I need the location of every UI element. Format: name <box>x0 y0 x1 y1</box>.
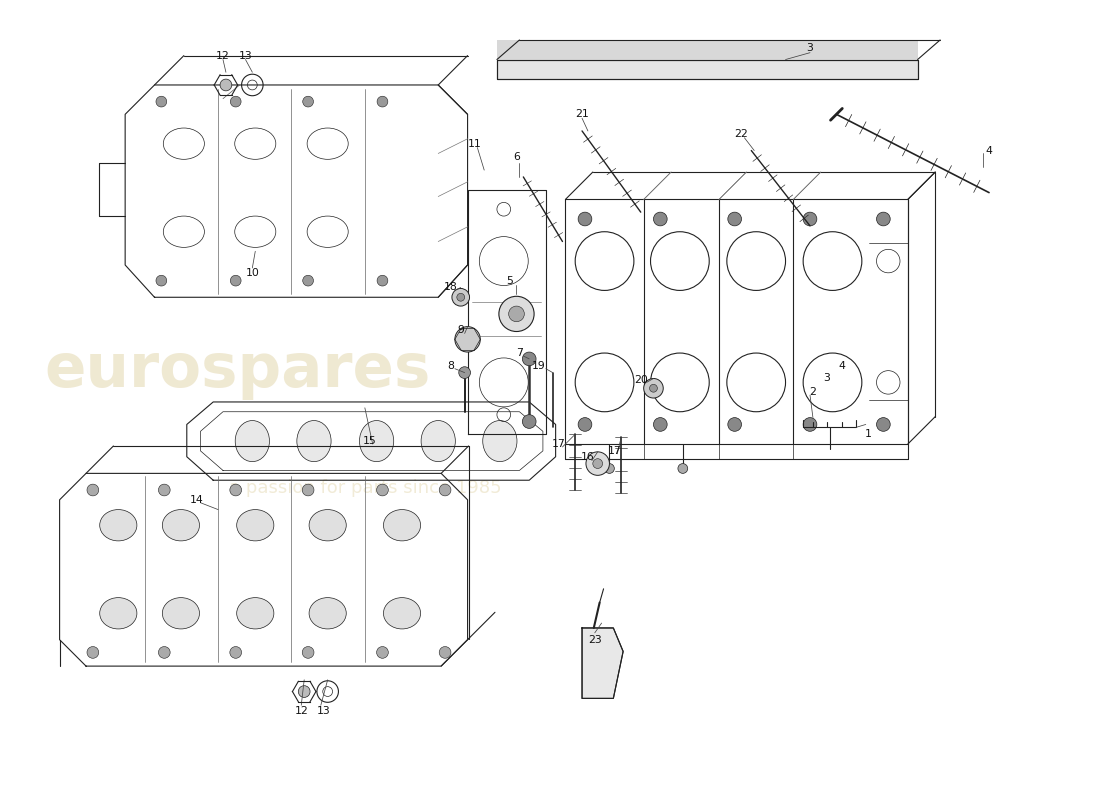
Circle shape <box>302 646 313 658</box>
Ellipse shape <box>309 598 346 629</box>
Circle shape <box>158 646 170 658</box>
Circle shape <box>376 646 388 658</box>
Circle shape <box>376 484 388 496</box>
Text: 13: 13 <box>239 50 252 61</box>
Circle shape <box>302 275 313 286</box>
Circle shape <box>455 326 481 352</box>
Circle shape <box>87 646 99 658</box>
Text: 12: 12 <box>216 50 230 61</box>
Text: 6: 6 <box>513 152 520 162</box>
Text: 7: 7 <box>516 348 522 358</box>
Text: 3: 3 <box>806 42 813 53</box>
Ellipse shape <box>236 598 274 629</box>
Text: 14: 14 <box>189 494 204 505</box>
Circle shape <box>452 289 470 306</box>
Ellipse shape <box>163 510 199 541</box>
Circle shape <box>87 484 99 496</box>
Circle shape <box>377 275 388 286</box>
Text: 19: 19 <box>532 361 546 370</box>
Circle shape <box>377 96 388 107</box>
Text: 11: 11 <box>468 138 482 149</box>
Circle shape <box>728 418 741 431</box>
Circle shape <box>877 212 890 226</box>
Ellipse shape <box>309 510 346 541</box>
Text: 8: 8 <box>448 361 454 370</box>
Text: 4: 4 <box>839 361 846 370</box>
Ellipse shape <box>100 598 136 629</box>
FancyBboxPatch shape <box>497 59 917 79</box>
Circle shape <box>439 646 451 658</box>
Text: 20: 20 <box>634 375 648 386</box>
Text: a passion for parts since 1985: a passion for parts since 1985 <box>229 479 502 497</box>
Circle shape <box>728 212 741 226</box>
Circle shape <box>439 484 451 496</box>
Circle shape <box>653 212 668 226</box>
Text: 17: 17 <box>607 446 621 456</box>
Circle shape <box>579 418 592 431</box>
Circle shape <box>605 463 614 474</box>
Circle shape <box>803 212 817 226</box>
Text: 1: 1 <box>866 430 872 439</box>
Circle shape <box>579 212 592 226</box>
Text: 9: 9 <box>458 325 464 334</box>
Circle shape <box>508 306 525 322</box>
Circle shape <box>230 484 242 496</box>
Text: 21: 21 <box>575 110 589 119</box>
Circle shape <box>230 646 242 658</box>
Ellipse shape <box>384 598 420 629</box>
Circle shape <box>522 352 536 366</box>
Text: 22: 22 <box>735 129 748 139</box>
Text: 17: 17 <box>552 439 565 449</box>
Text: 12: 12 <box>295 706 308 716</box>
Circle shape <box>459 366 471 378</box>
Text: 16: 16 <box>581 452 595 462</box>
Circle shape <box>456 294 464 301</box>
Circle shape <box>230 275 241 286</box>
Circle shape <box>230 96 241 107</box>
Ellipse shape <box>384 510 420 541</box>
Text: 4: 4 <box>986 146 992 155</box>
Text: 3: 3 <box>823 374 830 383</box>
Circle shape <box>220 79 232 91</box>
Ellipse shape <box>100 510 136 541</box>
Polygon shape <box>582 628 623 698</box>
Circle shape <box>877 418 890 431</box>
Circle shape <box>298 686 310 698</box>
Circle shape <box>302 96 313 107</box>
Text: 10: 10 <box>245 268 260 278</box>
Circle shape <box>158 484 170 496</box>
Text: eurospares: eurospares <box>44 341 431 400</box>
Ellipse shape <box>236 510 274 541</box>
Ellipse shape <box>163 598 199 629</box>
Circle shape <box>678 463 688 474</box>
Text: 5: 5 <box>506 276 513 286</box>
Circle shape <box>593 458 603 469</box>
FancyBboxPatch shape <box>497 40 917 59</box>
Ellipse shape <box>235 421 270 462</box>
Circle shape <box>649 384 658 392</box>
Text: 15: 15 <box>363 436 376 446</box>
Ellipse shape <box>297 421 331 462</box>
Text: 13: 13 <box>317 706 331 716</box>
Text: 18: 18 <box>444 282 458 293</box>
Ellipse shape <box>360 421 394 462</box>
Circle shape <box>156 275 167 286</box>
Text: 2: 2 <box>810 387 816 397</box>
Circle shape <box>586 452 609 475</box>
Circle shape <box>522 414 536 428</box>
Circle shape <box>803 418 817 431</box>
Circle shape <box>302 484 313 496</box>
Text: 23: 23 <box>587 634 602 645</box>
Ellipse shape <box>483 421 517 462</box>
Circle shape <box>644 378 663 398</box>
Ellipse shape <box>421 421 455 462</box>
Circle shape <box>499 296 535 331</box>
Circle shape <box>156 96 167 107</box>
Circle shape <box>653 418 668 431</box>
